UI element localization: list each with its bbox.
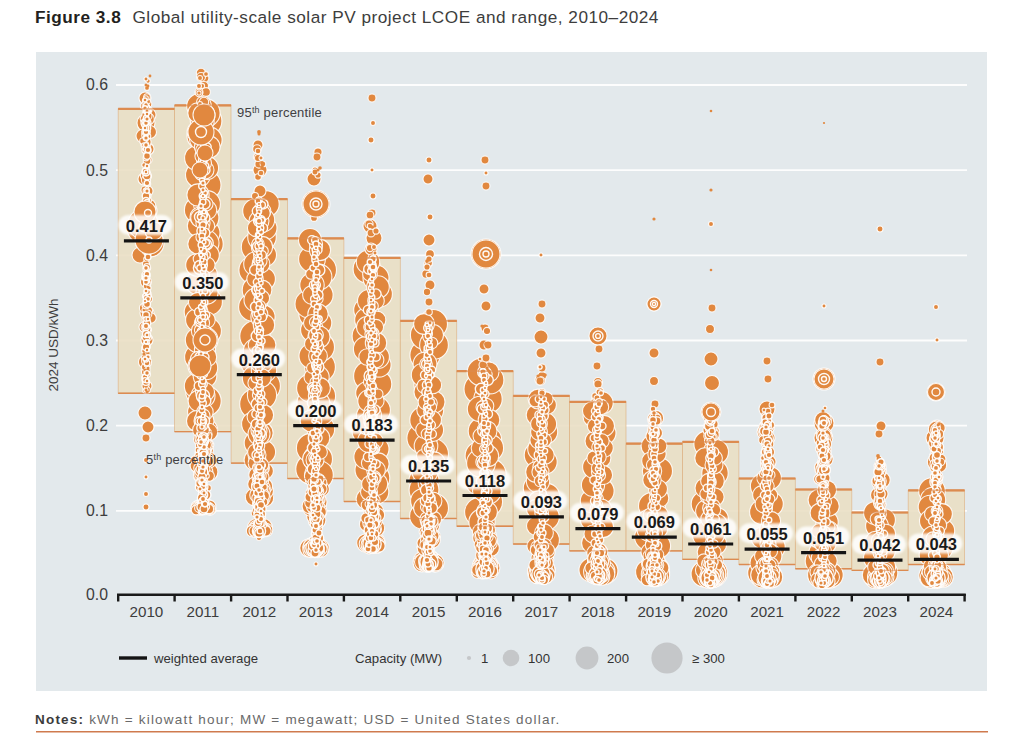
svg-text:2013: 2013 [299, 603, 333, 620]
svg-text:0.350: 0.350 [182, 274, 223, 292]
svg-text:0.6: 0.6 [86, 76, 108, 93]
svg-text:95th percentile: 95th percentile [237, 105, 322, 120]
svg-text:2024: 2024 [920, 603, 954, 620]
svg-text:2021: 2021 [750, 603, 784, 620]
svg-text:≥ 300: ≥ 300 [692, 651, 725, 666]
svg-text:Figure 3.8 Global utility-scal: Figure 3.8 Global utility-scale solar PV… [35, 7, 659, 27]
svg-text:0.260: 0.260 [239, 351, 280, 369]
svg-text:0.200: 0.200 [295, 402, 336, 420]
svg-text:200: 200 [607, 651, 629, 666]
svg-text:1: 1 [481, 651, 488, 666]
svg-text:0.055: 0.055 [746, 525, 787, 543]
svg-text:0.051: 0.051 [803, 529, 844, 547]
svg-text:0.061: 0.061 [690, 520, 731, 538]
svg-text:2020: 2020 [694, 603, 728, 620]
svg-text:0.2: 0.2 [86, 417, 108, 434]
svg-text:weighted average: weighted average [153, 651, 258, 666]
svg-text:0.069: 0.069 [634, 513, 675, 531]
svg-text:2018: 2018 [581, 603, 615, 620]
svg-text:2024 USD/kWh: 2024 USD/kWh [46, 298, 61, 391]
svg-text:Notes: kWh = kilowatt hour; MW: Notes: kWh = kilowatt hour; MW = megawat… [35, 712, 561, 727]
svg-text:0.118: 0.118 [465, 472, 505, 490]
svg-text:2012: 2012 [242, 603, 276, 620]
svg-text:0.3: 0.3 [86, 332, 108, 349]
svg-text:0.1: 0.1 [86, 502, 108, 519]
svg-text:2015: 2015 [412, 603, 446, 620]
svg-text:2023: 2023 [863, 603, 897, 620]
svg-text:0.042: 0.042 [859, 536, 900, 554]
svg-text:2019: 2019 [637, 603, 671, 620]
svg-text:2017: 2017 [525, 603, 559, 620]
svg-text:0.183: 0.183 [351, 416, 392, 434]
svg-text:2022: 2022 [807, 603, 841, 620]
svg-text:0.135: 0.135 [408, 457, 449, 475]
svg-text:0.417: 0.417 [126, 217, 167, 235]
svg-text:0.079: 0.079 [577, 505, 618, 523]
svg-text:0.4: 0.4 [86, 247, 108, 264]
svg-text:0.093: 0.093 [521, 493, 562, 511]
svg-text:0.0: 0.0 [86, 586, 108, 603]
svg-text:2014: 2014 [355, 603, 389, 620]
svg-text:2010: 2010 [130, 603, 164, 620]
svg-text:100: 100 [528, 651, 550, 666]
svg-text:0.5: 0.5 [86, 162, 108, 179]
svg-text:0.043: 0.043 [916, 535, 957, 553]
svg-text:Capacity (MW): Capacity (MW) [355, 651, 442, 666]
svg-text:2016: 2016 [468, 603, 502, 620]
svg-text:2011: 2011 [186, 603, 219, 620]
